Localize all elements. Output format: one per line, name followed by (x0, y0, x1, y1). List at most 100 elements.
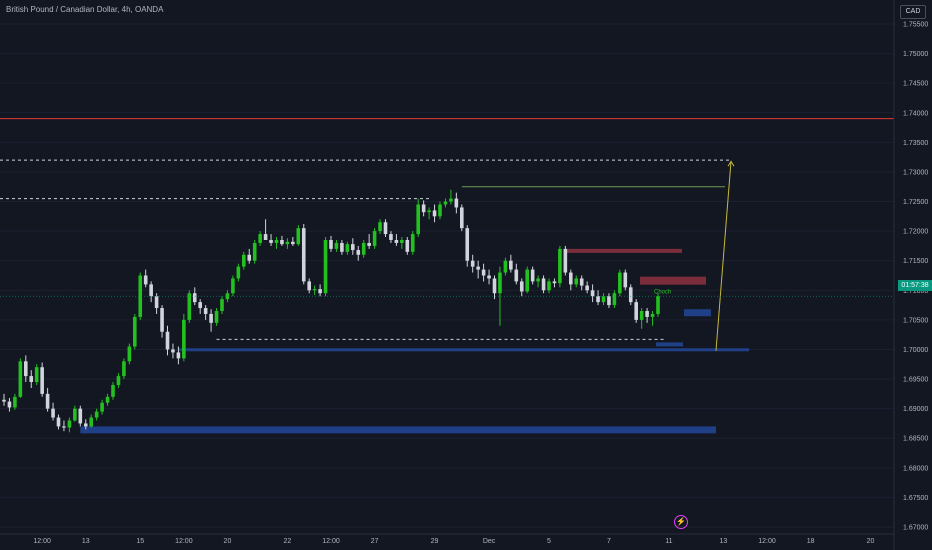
demand-zone-small (656, 342, 683, 347)
x-tick-label: 20 (867, 538, 875, 545)
candle-body (454, 198, 459, 208)
x-tick-label: 7 (607, 538, 611, 545)
candle-body (607, 296, 611, 306)
candle-body (596, 296, 600, 303)
y-tick-label: 1.70000 (903, 347, 928, 354)
candle-body (296, 228, 301, 245)
candle-body (492, 278, 497, 294)
candle-body (563, 248, 568, 273)
candle-body (100, 402, 104, 412)
x-tick-label: 12:00 (322, 538, 340, 545)
candle-body (165, 331, 170, 350)
y-tick-label: 1.75000 (903, 51, 928, 58)
candle-body (400, 239, 404, 243)
candle-body (291, 241, 295, 245)
candle-body (590, 290, 595, 297)
candle-body (367, 242, 371, 246)
candle-body (45, 393, 50, 409)
candle-body (7, 401, 12, 408)
candle-body (547, 281, 551, 291)
candle-body (618, 272, 622, 294)
y-tick-label: 1.71000 (903, 288, 928, 295)
y-tick-label: 1.73000 (903, 169, 928, 176)
candle-body (225, 293, 230, 300)
y-tick-label: 1.69500 (903, 377, 928, 384)
candle-body (160, 308, 164, 332)
candle-body (465, 228, 470, 261)
y-tick-label: 1.68500 (903, 436, 928, 443)
y-tick-label: 1.72000 (903, 229, 928, 236)
y-tick-label: 1.72500 (903, 199, 928, 206)
candle-body (530, 269, 535, 282)
candle-body (383, 222, 388, 235)
candle-body (122, 361, 126, 377)
candle-body (541, 278, 546, 291)
x-tick-label: 11 (665, 538, 672, 545)
candle-body (438, 204, 442, 217)
candle-body (269, 239, 273, 243)
y-tick-label: 1.71500 (903, 258, 928, 265)
lightning-icon[interactable]: ⚡ (674, 515, 688, 529)
candle-body (356, 250, 361, 255)
candle-body (40, 367, 44, 394)
candle-body (312, 289, 317, 291)
choch-label: Choch (654, 289, 671, 295)
candle-body (645, 311, 649, 317)
x-tick-label: Dec (483, 538, 496, 545)
y-tick-label: 1.68000 (903, 465, 928, 472)
candle-body (416, 204, 420, 235)
x-tick-label: 5 (547, 538, 551, 545)
y-tick-label: 1.67500 (903, 495, 928, 502)
candle-body (247, 254, 252, 261)
candle-body (318, 289, 322, 294)
x-tick-label: 12:00 (33, 538, 51, 545)
candle-body (29, 376, 34, 383)
candle-body (203, 308, 208, 314)
y-tick-label: 1.75500 (903, 22, 928, 29)
candle-body (536, 278, 540, 282)
candle-body (111, 384, 115, 397)
candle-body (470, 260, 475, 267)
candle-body (579, 278, 584, 286)
candle-body (498, 272, 502, 294)
projection-arrowhead (727, 160, 735, 167)
supply-zone-upper (565, 248, 682, 253)
candle-body (323, 239, 328, 294)
candle-body (214, 311, 219, 323)
candle-body (612, 293, 617, 306)
candle-body (116, 376, 121, 385)
candle-body (143, 275, 148, 285)
projection-line (715, 161, 732, 351)
candle-body (192, 293, 197, 303)
candle-body (389, 234, 393, 240)
candle-body (176, 352, 181, 359)
candle-body (62, 426, 66, 428)
candle-body (285, 241, 290, 245)
candle-body (263, 234, 268, 240)
currency-selector[interactable]: CAD (900, 5, 926, 19)
x-tick-label: 27 (371, 538, 379, 545)
candle-body (209, 313, 213, 323)
y-tick-label: 1.69000 (903, 406, 928, 413)
y-tick-label: 1.67000 (903, 525, 928, 532)
candle-body (476, 266, 480, 270)
candle-body (307, 281, 311, 291)
candle-body (231, 278, 235, 294)
candle-body (187, 293, 192, 320)
candle-body (340, 242, 344, 252)
symbol-title: British Pound / Canadian Dollar, 4h, OAN… (6, 5, 164, 14)
current-price-countdown: 01:57:38 (898, 280, 932, 291)
candle-body (301, 228, 306, 282)
candle-body (481, 269, 486, 276)
x-tick-label: 15 (136, 538, 144, 545)
candle-body (94, 411, 99, 418)
y-tick-label: 1.70500 (903, 317, 928, 324)
candle-body (171, 349, 175, 353)
candle-body (443, 201, 448, 205)
candle-body (585, 285, 589, 291)
candle-body (639, 311, 644, 320)
candle-body (460, 207, 464, 229)
x-tick-label: 29 (431, 538, 439, 545)
x-tick-label: 18 (807, 538, 815, 545)
